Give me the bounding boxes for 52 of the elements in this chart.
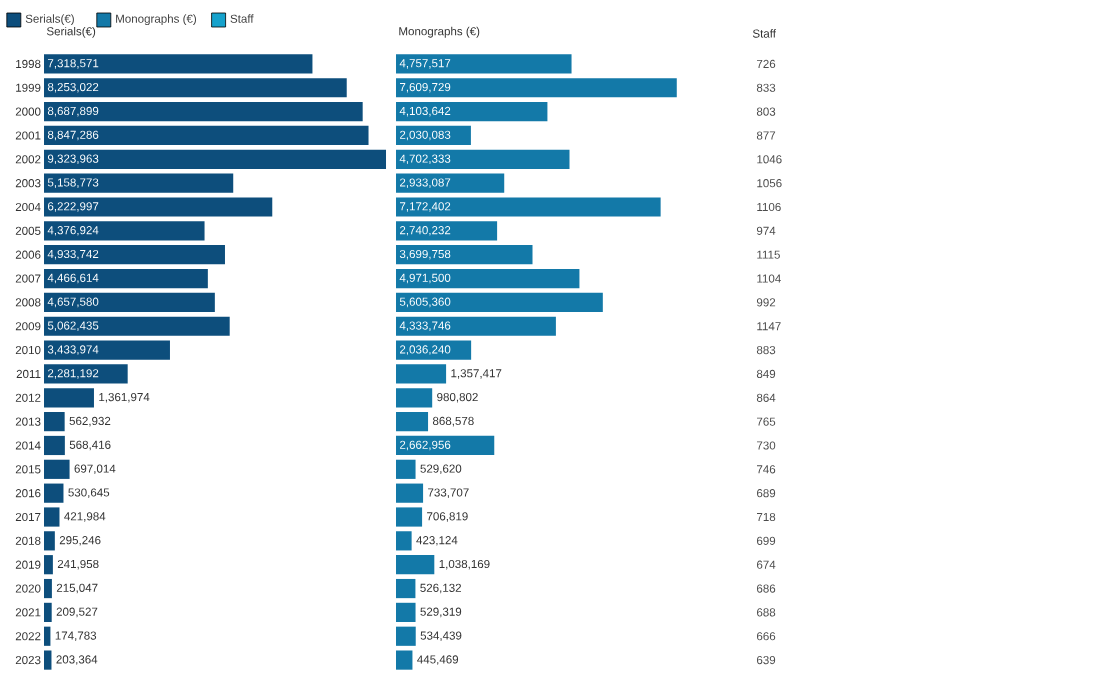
- bar: [44, 292, 215, 312]
- bar: [396, 245, 533, 265]
- bar: [44, 197, 273, 217]
- bar: [396, 650, 413, 670]
- bar: [44, 650, 52, 670]
- bar: [396, 316, 556, 336]
- bar: [396, 483, 424, 503]
- bar: [396, 626, 416, 646]
- bar: [44, 78, 347, 98]
- bar: [44, 531, 55, 551]
- bar: [396, 340, 472, 360]
- bar: [396, 388, 433, 408]
- bar: [396, 459, 416, 479]
- bar: [396, 197, 661, 217]
- bar: [396, 125, 471, 146]
- bar: [44, 578, 52, 599]
- bar: [396, 578, 416, 599]
- bar: [44, 102, 363, 122]
- bar: [44, 507, 60, 527]
- bar: [44, 483, 64, 503]
- bar: [44, 316, 230, 336]
- bar: [396, 78, 677, 98]
- bar: [396, 531, 412, 551]
- bar: [44, 125, 369, 146]
- bar: [396, 602, 416, 622]
- bar: [44, 459, 70, 479]
- bar: [396, 173, 505, 193]
- bar: [396, 268, 580, 289]
- bar: [396, 507, 423, 527]
- bar: [44, 364, 128, 384]
- bar: [396, 221, 498, 241]
- bar: [396, 412, 429, 432]
- bar: [396, 102, 548, 122]
- bar: [396, 555, 435, 575]
- bar: [44, 555, 53, 575]
- bar: [44, 173, 234, 193]
- bar: [44, 435, 65, 456]
- bar: [44, 412, 65, 432]
- bar: [396, 435, 495, 456]
- bar: [396, 149, 570, 169]
- bar: [396, 364, 447, 384]
- bar: [44, 245, 225, 265]
- bar: [44, 268, 208, 289]
- bar: [396, 54, 572, 74]
- bar: [44, 602, 52, 622]
- bar: [396, 292, 603, 312]
- bar: [44, 626, 51, 646]
- bar: [44, 340, 170, 360]
- bar: [44, 149, 387, 169]
- bar: [44, 54, 313, 74]
- bar: [44, 221, 205, 241]
- bar: [44, 388, 94, 408]
